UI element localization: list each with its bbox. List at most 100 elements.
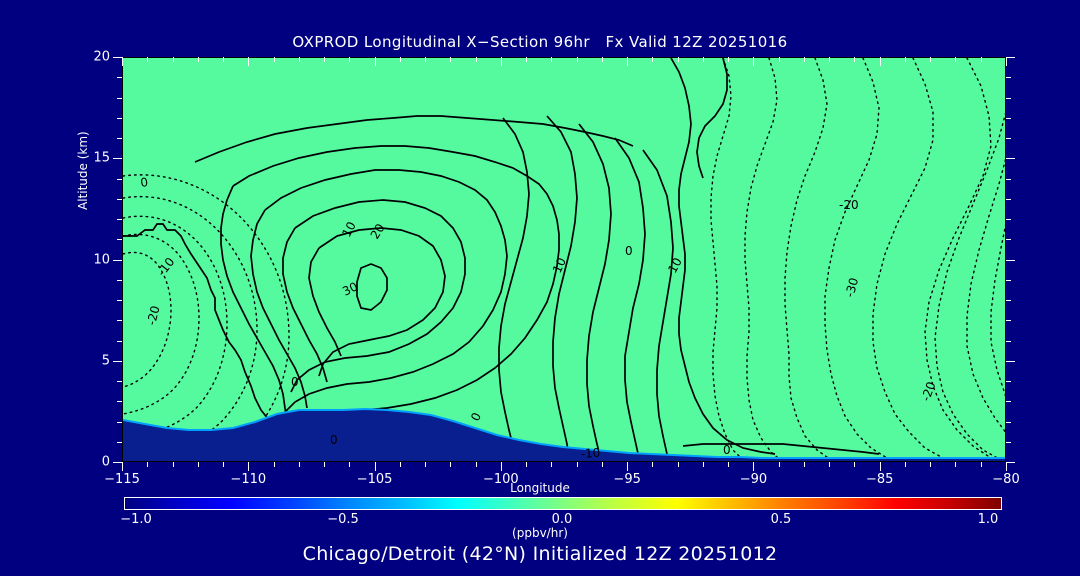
x-tick-minor-top (526, 57, 527, 62)
y-tick-minor-right (1006, 138, 1011, 139)
x-tick-label: −85 (865, 472, 894, 487)
x-tick-minor (981, 462, 982, 467)
y-tick-minor-right (1006, 341, 1011, 342)
x-tick-minor (804, 462, 805, 467)
terrain-edge (123, 407, 1005, 459)
x-tick-minor-top (905, 57, 906, 62)
x-tick-minor (299, 462, 300, 467)
x-tick-minor-top (1006, 57, 1007, 66)
svg-text:10: 10 (550, 256, 569, 276)
x-tick-minor-top (880, 57, 881, 66)
x-tick-minor-top (400, 57, 401, 62)
colorbar-tick-label: 0.0 (551, 512, 573, 527)
x-tick-minor-top (223, 57, 224, 62)
y-tick-minor-right (1006, 77, 1011, 78)
y-tick-minor (113, 462, 122, 463)
x-tick-minor-top (349, 57, 350, 62)
y-tick-minor-right (1006, 422, 1011, 423)
y-tick-minor-right (1006, 361, 1015, 362)
colorbar-tick-label: 1.0 (977, 512, 999, 527)
svg-text:0: 0 (291, 375, 299, 389)
contour-labels: 0 -10 -20 10 20 30 0 0 0 10 0 10 -20 -30… (139, 175, 938, 461)
svg-text:-20: -20 (144, 304, 162, 326)
x-tick-minor-top (274, 57, 275, 62)
y-tick-minor-right (1006, 260, 1015, 261)
x-tick-minor-top (678, 57, 679, 62)
x-tick-minor-top (122, 57, 123, 66)
y-tick-minor (117, 77, 122, 78)
contour-plot: 0 -10 -20 10 20 30 0 0 0 10 0 10 -20 -30… (123, 58, 1005, 461)
x-tick-minor (627, 462, 628, 471)
x-tick-label: −115 (104, 472, 140, 487)
x-tick-minor-top (753, 57, 754, 66)
y-tick-minor (117, 422, 122, 423)
y-tick-minor-right (1006, 239, 1011, 240)
x-tick-minor-top (425, 57, 426, 62)
y-tick-label: 15 (93, 150, 110, 166)
negative-contours-right (710, 58, 1005, 461)
y-tick-minor-right (1006, 381, 1011, 382)
y-tick-minor-right (1006, 280, 1011, 281)
x-tick-minor (122, 462, 123, 471)
x-tick-minor (703, 462, 704, 467)
x-tick-label: −110 (230, 472, 267, 487)
x-tick-minor (652, 462, 653, 467)
x-tick-minor-top (147, 57, 148, 62)
x-tick-minor-top (248, 57, 249, 66)
colorbar-units-label: (ppbv/hr) (512, 526, 568, 540)
y-tick-minor (117, 98, 122, 99)
y-tick-minor (113, 158, 122, 159)
x-tick-minor (551, 462, 552, 467)
y-tick-label: 10 (93, 252, 110, 267)
x-tick-minor-top (779, 57, 780, 62)
svg-text:-20: -20 (839, 198, 859, 212)
y-tick-minor-right (1006, 320, 1011, 321)
y-tick-minor (117, 219, 122, 220)
svg-text:20: 20 (368, 221, 388, 241)
x-tick-minor-top (173, 57, 174, 62)
svg-text:30: 30 (340, 279, 360, 298)
chart-title: OXPROD Longitudinal X−Section 96hr Fx Va… (292, 33, 788, 51)
y-tick-minor (117, 401, 122, 402)
colorbar-tick-label: 0.5 (770, 512, 792, 527)
svg-text:0: 0 (723, 443, 731, 457)
x-tick-label: −80 (992, 472, 1020, 487)
terrain-mask (123, 409, 1005, 461)
x-tick-minor (880, 462, 881, 471)
x-tick-label: −100 (482, 472, 519, 487)
x-tick-minor-top (829, 57, 830, 62)
x-tick-minor-top (627, 57, 628, 66)
x-tick-minor (854, 462, 855, 467)
x-tick-minor (829, 462, 830, 467)
y-tick-minor (117, 442, 122, 443)
x-tick-minor-top (703, 57, 704, 62)
x-tick-minor (349, 462, 350, 467)
y-tick-minor (117, 239, 122, 240)
x-tick-minor (905, 462, 906, 467)
x-tick-minor (223, 462, 224, 467)
field-background (123, 58, 1005, 461)
y-tick-minor (117, 280, 122, 281)
x-tick-minor (602, 462, 603, 467)
y-tick-minor-right (1006, 98, 1011, 99)
y-tick-minor (117, 381, 122, 382)
x-axis-label: Longitude (510, 481, 570, 495)
colorbar-tick-label: −1.0 (120, 512, 152, 527)
x-tick-minor-top (804, 57, 805, 62)
y-tick-minor-right (1006, 57, 1015, 58)
x-tick-minor (779, 462, 780, 467)
x-tick-minor (476, 462, 477, 467)
y-tick-minor-right (1006, 442, 1011, 443)
x-tick-minor (198, 462, 199, 467)
x-tick-minor-top (375, 57, 376, 66)
svg-text:0: 0 (330, 433, 338, 447)
x-tick-minor (274, 462, 275, 467)
x-tick-minor (577, 462, 578, 467)
y-tick-minor-right (1006, 401, 1011, 402)
y-tick-minor (117, 179, 122, 180)
y-tick-minor (117, 320, 122, 321)
svg-text:0: 0 (139, 175, 149, 190)
svg-text:10: 10 (339, 219, 359, 239)
x-tick-minor-top (728, 57, 729, 62)
x-tick-minor (400, 462, 401, 467)
